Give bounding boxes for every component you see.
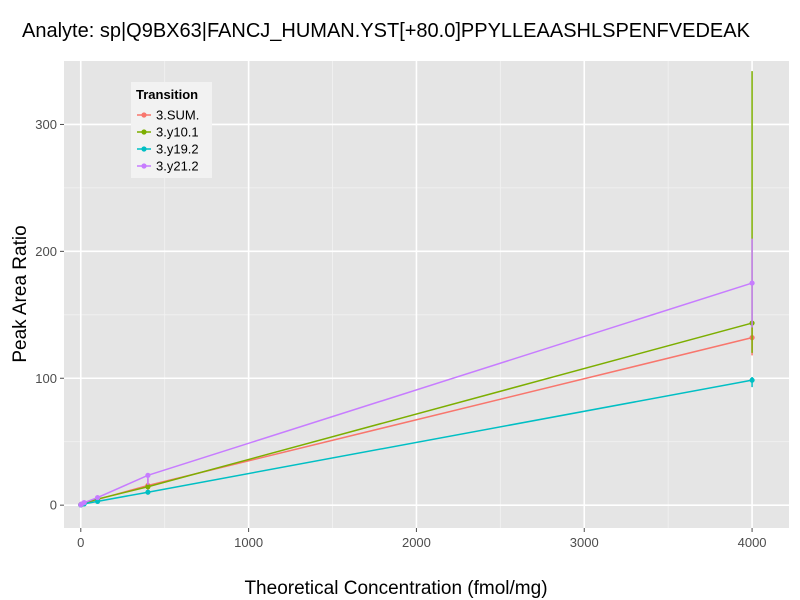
y-tick-label: 0 xyxy=(50,498,57,513)
legend: Transition 3.SUM. 3.y10.1 3.y19.2 3.y21.2 xyxy=(131,82,212,178)
data-point xyxy=(94,494,101,501)
legend-item: 3.y19.2 xyxy=(137,142,199,157)
data-point xyxy=(81,500,87,506)
legend-key-point xyxy=(141,146,147,152)
data-point xyxy=(145,472,151,478)
y-axis-title: Peak Area Ratio xyxy=(10,225,31,362)
x-axis: 0 1000 2000 3000 4000 xyxy=(77,528,767,550)
y-tick-label: 100 xyxy=(35,371,57,386)
data-point xyxy=(749,280,755,286)
y-tick-label: 200 xyxy=(35,244,57,259)
x-tick-label: 3000 xyxy=(570,535,599,550)
legend-label: 3.y21.2 xyxy=(156,159,199,174)
legend-item: 3.SUM. xyxy=(137,108,199,123)
y-axis: 0 100 200 300 xyxy=(35,117,64,513)
series-3-y21-2 xyxy=(78,238,755,508)
legend-label: 3.y19.2 xyxy=(156,142,199,157)
legend-label: 3.y10.1 xyxy=(156,125,199,140)
data-point xyxy=(145,489,151,495)
legend-key-point xyxy=(141,112,147,118)
x-tick-label: 2000 xyxy=(402,535,431,550)
data-point xyxy=(94,498,101,504)
legend-title: Transition xyxy=(136,87,198,102)
legend-item: 3.y10.1 xyxy=(137,125,199,140)
legend-item: 3.y21.2 xyxy=(137,159,199,174)
legend-label: 3.SUM. xyxy=(156,108,199,123)
legend-items: 3.SUM. 3.y10.1 3.y19.2 3.y21.2 xyxy=(137,108,199,174)
chart-title: Analyte: sp|Q9BX63|FANCJ_HUMAN.YST[+80.0… xyxy=(22,20,751,42)
x-tick-label: 0 xyxy=(77,535,84,550)
legend-key-point xyxy=(141,163,147,169)
y-tick-label: 300 xyxy=(35,117,57,132)
data-point xyxy=(749,377,755,383)
x-tick-label: 1000 xyxy=(234,535,263,550)
legend-key-point xyxy=(141,129,147,135)
x-axis-title: Theoretical Concentration (fmol/mg) xyxy=(244,578,547,599)
data-point xyxy=(145,484,151,490)
x-tick-label: 4000 xyxy=(738,535,767,550)
series-layer xyxy=(78,71,755,508)
